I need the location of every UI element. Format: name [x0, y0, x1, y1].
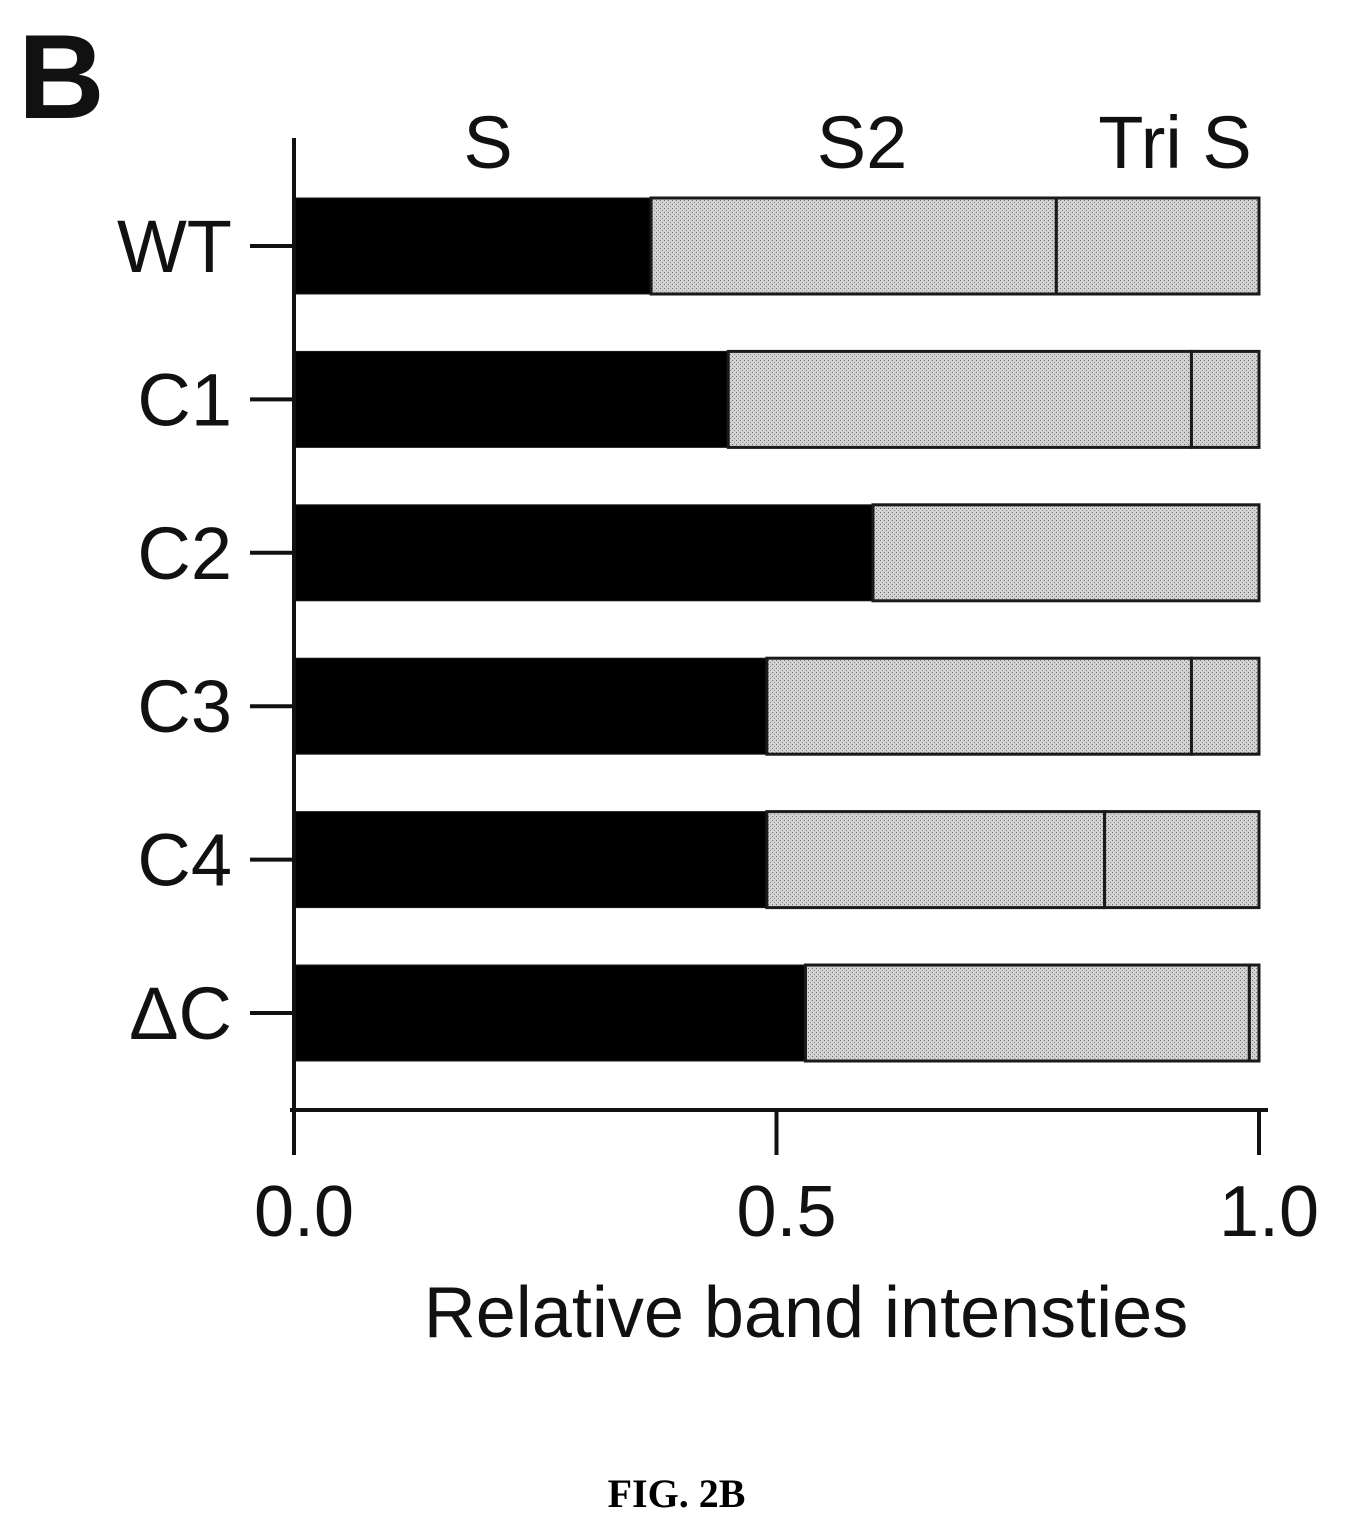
series-label-s: S: [463, 101, 512, 184]
plot-area: [293, 196, 1261, 1063]
bar-segment-s2: [871, 503, 1261, 603]
series-label-tri-s: Tri S: [1098, 101, 1251, 184]
bar-segment-s2: [803, 963, 1251, 1063]
x-axis: 0.0 0.5 1.0: [254, 1108, 1319, 1252]
bar-group-0: [293, 196, 1261, 296]
bar-segment-s: [293, 657, 768, 755]
panel-label: B: [18, 10, 105, 144]
category-label: C2: [137, 512, 232, 595]
y-axis: WT C1 C2 C3 C4 ΔC: [117, 138, 296, 1112]
category-label: ΔC: [129, 972, 232, 1055]
bar-segment-s: [293, 197, 652, 295]
category-label: C4: [137, 819, 232, 902]
x-tick-label: 0.0: [254, 1172, 354, 1252]
bar-segment-s2: [765, 810, 1107, 910]
bar-segment-tri-s: [1054, 196, 1261, 296]
x-tick-label: 0.5: [736, 1172, 836, 1252]
bar-segment-s2: [765, 656, 1193, 756]
bar-group-5: [293, 963, 1261, 1063]
bar-segment-tri-s: [1103, 810, 1261, 910]
bar-group-1: [293, 349, 1261, 449]
x-axis-label: Relative band intensties: [424, 1273, 1188, 1353]
bar-segment-s2: [649, 196, 1058, 296]
bar-segment-s: [293, 964, 806, 1062]
bar-segment-s: [293, 811, 768, 909]
series-legend: S S2 Tri S: [463, 101, 1251, 184]
category-label: C1: [137, 358, 232, 441]
bar-group-2: [293, 503, 1261, 603]
bar-group-3: [293, 656, 1261, 756]
bar-segment-s: [293, 350, 729, 448]
series-label-s2: S2: [817, 101, 908, 184]
x-tick-label: 1.0: [1219, 1172, 1319, 1252]
figure-caption: FIG. 2B: [607, 1471, 746, 1516]
category-label: WT: [117, 205, 232, 288]
bar-segment-tri-s: [1189, 656, 1261, 756]
bar-segment-s2: [726, 349, 1193, 449]
bar-segment-s: [293, 504, 874, 602]
category-label: C3: [137, 665, 232, 748]
bar-segment-tri-s: [1247, 963, 1261, 1063]
bar-segment-tri-s: [1189, 349, 1261, 449]
bar-group-4: [293, 810, 1261, 910]
